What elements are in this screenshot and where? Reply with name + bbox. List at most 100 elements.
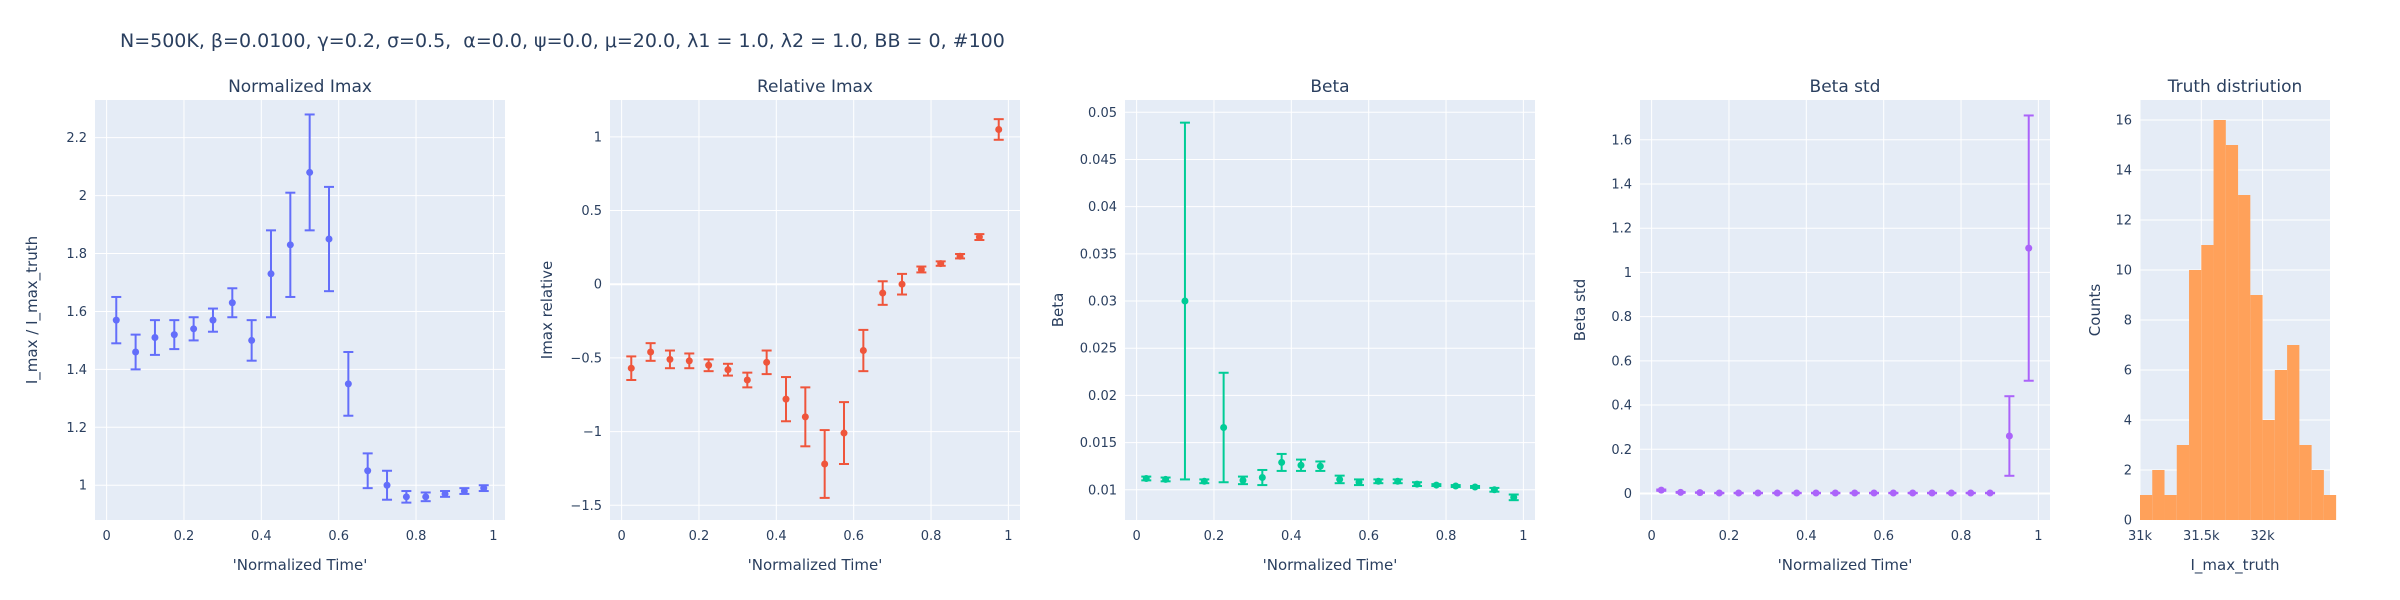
y-tick-label: 1 [1624, 266, 1632, 281]
x-axis-title: 'Normalized Time' [1263, 556, 1398, 574]
histogram-bar [2176, 445, 2190, 520]
y-tick-label: 0 [1624, 487, 1632, 502]
data-point [1355, 478, 1363, 486]
y-tick-label: 1.2 [1611, 222, 1632, 237]
y-tick-label: 4 [2124, 414, 2132, 429]
data-point [975, 233, 983, 241]
y-tick-label: 1.8 [66, 247, 87, 262]
data-point [2005, 432, 2013, 440]
data-point [1200, 477, 1208, 485]
x-tick-label: 0 [1647, 529, 1655, 544]
data-point [325, 235, 333, 243]
y-tick-label: 1.6 [1611, 133, 1632, 148]
x-tick-label: 1 [489, 529, 497, 544]
x-axis-title: 'Normalized Time' [748, 556, 883, 574]
y-tick-label: 0.4 [1611, 399, 1632, 414]
data-point [344, 380, 352, 388]
data-point [1793, 489, 1801, 497]
subplot-title: Truth distriution [2167, 77, 2303, 97]
x-tick-label: 0.4 [1281, 529, 1302, 544]
data-point [1889, 489, 1897, 497]
data-point [286, 241, 294, 249]
subplot-title: Normalized Imax [228, 77, 372, 97]
data-point [151, 334, 159, 342]
x-tick-label: 0.2 [1204, 529, 1225, 544]
x-tick-label: 31.5k [2183, 529, 2220, 544]
data-point [248, 336, 256, 344]
data-point [1677, 488, 1685, 496]
x-tick-label: 0.6 [328, 529, 349, 544]
x-tick-label: 1 [1519, 529, 1527, 544]
x-tick-label: 0.8 [406, 529, 427, 544]
data-point [480, 484, 488, 492]
data-point [1394, 477, 1402, 485]
x-tick-label: 0 [102, 529, 110, 544]
data-point [1452, 482, 1460, 490]
x-tick-label: 0.8 [1951, 529, 1972, 544]
data-point [1696, 489, 1704, 497]
y-axis-title: I_max / I_max_truth [23, 236, 42, 384]
data-point [1870, 489, 1878, 497]
data-point [666, 355, 674, 363]
data-point [840, 429, 848, 437]
y-tick-label: 0.035 [1080, 247, 1117, 262]
x-tick-label: 0.4 [251, 529, 272, 544]
y-tick-label: 0.05 [1088, 106, 1117, 121]
data-point [1413, 480, 1421, 488]
data-point [1851, 489, 1859, 497]
subplot-5: 31k 31.5k 32k 0 2 4 6 8 10 12 14 16 Truth distriutio… [2086, 77, 2337, 575]
x-axis-title: 'Normalized Time' [233, 556, 368, 574]
y-tick-label: 2.2 [66, 131, 87, 146]
data-point [1258, 474, 1266, 482]
x-tick-label: 32k [2251, 529, 2276, 544]
histogram-bar [2250, 295, 2263, 520]
histogram-bar [2225, 145, 2239, 520]
histogram-bar [2311, 470, 2324, 520]
data-point [782, 395, 790, 403]
data-point [2025, 244, 2033, 252]
y-tick-label: 8 [2124, 314, 2132, 329]
data-point [306, 168, 314, 176]
data-point [627, 364, 635, 372]
histogram-bar [2213, 120, 2226, 520]
y-tick-label: −1 [583, 425, 602, 440]
data-point [956, 252, 964, 260]
figure-title: N=500K, β=0.0100, γ=0.2, σ=0.5, α=0.0, ψ… [120, 30, 1005, 52]
plot-area [610, 100, 1020, 520]
data-point [1490, 486, 1498, 494]
y-tick-label: 0.5 [581, 204, 602, 219]
data-point [1754, 489, 1762, 497]
data-point [267, 270, 275, 278]
data-point [228, 299, 236, 307]
subplot-1: 0 0.2 0.4 0.6 0.8 1 1 1.2 1.4 1.6 1.8 2 2.2 Normalize… [23, 77, 505, 574]
x-axis-title: I_max_truth [2190, 556, 2279, 575]
data-point [859, 347, 867, 355]
histogram-bar [2262, 420, 2275, 520]
x-tick-label: 0.8 [921, 529, 942, 544]
histogram-bar [2140, 495, 2153, 520]
data-point [422, 493, 430, 501]
y-tick-label: 1 [79, 479, 87, 494]
y-tick-label: 1 [594, 130, 602, 145]
data-point [1928, 489, 1936, 497]
x-tick-label: 0.2 [689, 529, 710, 544]
data-point [1239, 476, 1247, 484]
y-tick-label: 0.01 [1088, 483, 1117, 498]
data-point [995, 125, 1003, 133]
histogram-bar [2201, 245, 2214, 520]
data-point [112, 316, 120, 324]
y-axis-title: Beta std [1571, 279, 1589, 342]
data-point [190, 325, 198, 333]
data-point [1773, 489, 1781, 497]
y-tick-label: −0.5 [570, 351, 602, 366]
subplot-2: 0 0.2 0.4 0.6 0.8 1 −1.5 −1 −0.5 0 0.5 1 Relative Im… [538, 77, 1020, 574]
data-point [1947, 489, 1955, 497]
histogram-bar [2152, 470, 2165, 520]
data-point [1142, 474, 1150, 482]
data-point [1735, 489, 1743, 497]
plot-area [95, 100, 505, 520]
data-point [685, 357, 693, 365]
data-point [441, 490, 449, 498]
x-tick-label: 0.4 [766, 529, 787, 544]
